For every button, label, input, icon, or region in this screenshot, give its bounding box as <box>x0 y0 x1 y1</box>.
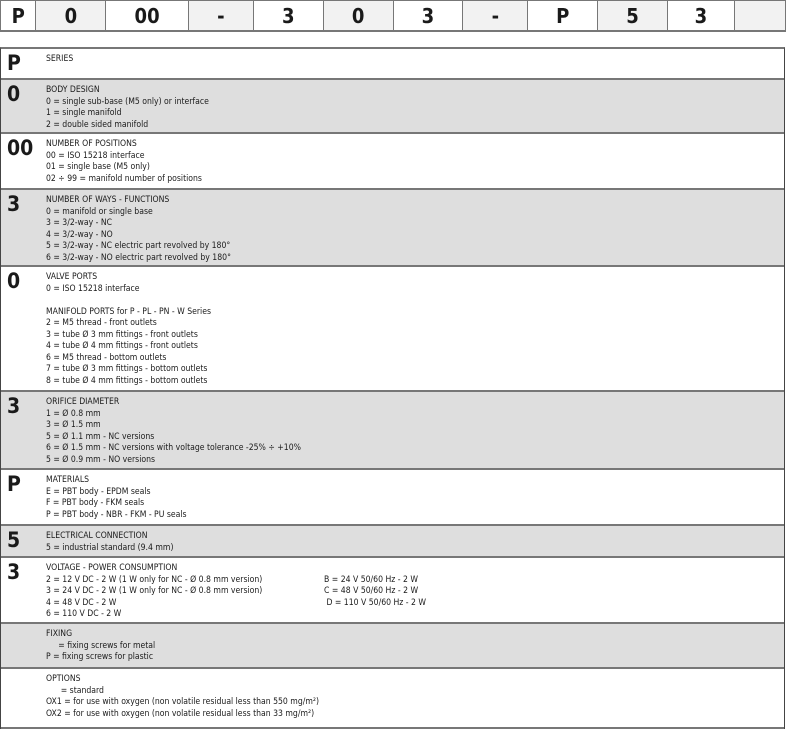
spec-option: 02 ÷ 99 = manifold number of positions <box>46 173 202 184</box>
spec-row: 00 NUMBER OF POSITIONS 00 = ISO 15218 inte… <box>1 134 784 190</box>
spec-description: ELECTRICAL CONNECTION 5 = industrial stan… <box>46 531 173 554</box>
spec-code: P <box>7 51 21 75</box>
spec-option: 7 = tube Ø 3 mm fittings - bottom outlet… <box>46 364 208 374</box>
spec-option: OX1 = for use with oxygen (non volatile … <box>46 697 320 707</box>
spec-option: 3 = Ø 1.5 mm <box>46 420 101 430</box>
code-segment: P <box>1 1 37 30</box>
spec-option: 0 = single sub-base (M5 only) or interfa… <box>46 96 209 107</box>
spec-option: MANIFOLD PORTS for P - PL - PN - W Serie… <box>46 306 211 317</box>
code-segment: 0 <box>323 1 394 30</box>
code-segment: P <box>528 1 599 30</box>
code-segment: 3 <box>668 1 735 30</box>
spec-title: OPTIONS <box>46 674 81 684</box>
spec-option: B = 24 V 50/60 Hz - 2 W <box>324 574 419 585</box>
spec-option <box>46 295 211 307</box>
spec-option: 4 = 3/2-way - NO <box>46 229 113 240</box>
spec-option: OX2 = for use with oxygen (non volatile … <box>46 708 315 719</box>
spec-option: P = PBT body - NBR - FKM - PU seals <box>46 509 187 520</box>
spec-description: NUMBER OF WAYS - FUNCTIONS 0 = manifold o… <box>46 195 231 264</box>
spec-code: 00 <box>7 136 34 160</box>
spec-description: SERIES <box>46 54 73 66</box>
spec-option: 2 = 12 V DC - 2 W (1 W only for NC - Ø 0… <box>46 574 263 585</box>
spec-row: P SERIES <box>1 49 784 80</box>
spec-option: 2 = double sided manifold <box>46 119 149 130</box>
spec-option: 4 = 48 V DC - 2 W <box>46 597 117 608</box>
code-segment: 3 <box>394 1 464 30</box>
spec-code: 5 <box>7 528 21 552</box>
spec-code: 0 <box>7 269 21 293</box>
spec-description: NUMBER OF POSITIONS 00 = ISO 15218 interf… <box>46 139 202 185</box>
code-segment: 3 <box>254 1 324 30</box>
spec-option: D = 110 V 50/60 Hz - 2 W <box>324 597 427 608</box>
code-segment: - <box>188 1 254 30</box>
spec-title: VALVE PORTS <box>46 272 98 282</box>
spec-option: = standard <box>46 685 104 696</box>
spec-option: 4 = tube Ø 4 mm fittings - front outlets <box>46 341 198 351</box>
spec-option: 5 = Ø 1.1 mm - NC versions <box>46 431 155 442</box>
order-code-bar: P 0 00-3 0 3- P 5 3 <box>0 0 786 32</box>
spec-description: FIXING = fixing screws for metal P = fixi… <box>46 629 155 664</box>
spec-option: 0 = ISO 15218 interface <box>46 283 140 294</box>
spec-description: VOLTAGE - POWER CONSUMPTION 2 = 12 V DC -… <box>46 563 262 621</box>
spec-option: 2 = M5 thread - front outlets <box>46 318 157 328</box>
spec-option: 6 = Ø 1.5 mm - NC versions with voltage … <box>46 443 301 453</box>
spec-option: 00 = ISO 15218 interface <box>46 150 145 161</box>
spec-row: 3 VOLTAGE - POWER CONSUMPTION 2 = 12 V DC … <box>1 558 784 624</box>
spec-option: P = fixing screws for plastic <box>46 652 154 662</box>
spec-option: 0 = manifold or single base <box>46 206 153 217</box>
spec-option: 3 = 3/2-way - NC <box>46 218 113 228</box>
spec-row: 5 ELECTRICAL CONNECTION 5 = industrial sta… <box>1 526 784 558</box>
code-segment: - <box>463 1 529 30</box>
spec-description: BODY DESIGN 0 = single sub-base (M5 only)… <box>46 85 209 131</box>
spec-option: 6 = M5 thread - bottom outlets <box>46 352 167 363</box>
spec-option: 3 = tube Ø 3 mm fittings - front outlets <box>46 329 198 340</box>
spec-code: 3 <box>7 560 21 584</box>
spec-code: 3 <box>7 192 21 216</box>
spec-option: 5 = industrial standard (9.4 mm) <box>46 542 174 553</box>
spec-title: FIXING <box>46 629 73 639</box>
spec-row: P MATERIALS E = PBT body - EPDM seals F = P… <box>1 470 784 526</box>
spec-code: 3 <box>7 394 21 418</box>
spec-title: NUMBER OF WAYS - FUNCTIONS <box>46 195 170 205</box>
spec-row: 0 VALVE PORTS 0 = ISO 15218 interface MANIF… <box>1 267 784 392</box>
spec-title: ELECTRICAL CONNECTION <box>46 531 148 541</box>
spec-row: FIXING = fixing screws for metal P = fixi… <box>1 624 784 669</box>
spec-title: NUMBER OF POSITIONS <box>46 139 137 149</box>
spec-option: 5 = Ø 0.9 mm - NO versions <box>46 454 156 465</box>
spec-option: 8 = tube Ø 4 mm fittings - bottom outlet… <box>46 375 208 386</box>
spec-option: E = PBT body - EPDM seals <box>46 486 151 497</box>
spec-option: 1 = single manifold <box>46 108 122 118</box>
code-segment <box>734 1 786 30</box>
spec-description: MATERIALS E = PBT body - EPDM seals F = PB… <box>46 475 187 521</box>
code-segment: 00 <box>106 1 189 30</box>
spec-option: 6 = 110 V DC - 2 W <box>46 609 122 619</box>
code-segment: 5 <box>598 1 668 30</box>
spec-option: 01 = single base (M5 only) <box>46 162 150 172</box>
spec-row: 3 NUMBER OF WAYS - FUNCTIONS 0 = manifold … <box>1 190 784 267</box>
spec-title: BODY DESIGN <box>46 85 100 95</box>
spec-option: 1 = Ø 0.8 mm <box>46 408 101 419</box>
spec-description: ORIFICE DIAMETER 1 = Ø 0.8 mm 3 = Ø 1.5 mm… <box>46 397 301 466</box>
spec-title: ORIFICE DIAMETER <box>46 397 120 407</box>
spec-title: MATERIALS <box>46 475 90 485</box>
spec-option: 5 = 3/2-way - NC electric part revolved … <box>46 241 231 251</box>
spec-option: 3 = 24 V DC - 2 W (1 W only for NC - Ø 0… <box>46 586 263 596</box>
spec-code: 0 <box>7 82 21 106</box>
spec-title: SERIES <box>46 54 74 64</box>
spec-row: 3 ORIFICE DIAMETER 1 = Ø 0.8 mm 3 = Ø 1.5 m… <box>1 392 784 470</box>
spec-code: P <box>7 472 21 496</box>
spec-description: OPTIONS = standard OX1 = for use with oxy… <box>46 674 319 720</box>
spec-option: = fixing screws for metal <box>46 640 156 651</box>
spec-row: 0 BODY DESIGN 0 = single sub-base (M5 only… <box>1 80 784 134</box>
specification-table: P SERIES 0 BODY DESIGN 0 = single sub-base (… <box>0 47 785 729</box>
spec-row: OPTIONS = standard OX1 = for use with oxy… <box>1 669 784 729</box>
spec-description: VALVE PORTS 0 = ISO 15218 interface MANIFO… <box>46 272 211 387</box>
spec-title: VOLTAGE - POWER CONSUMPTION <box>46 563 178 573</box>
spec-option: C = 48 V 50/60 Hz - 2 W <box>324 586 419 596</box>
spec-option: F = PBT body - FKM seals <box>46 498 145 508</box>
code-segment: 0 <box>36 1 107 30</box>
spec-option: 6 = 3/2-way - NO electric part revolved … <box>46 252 231 263</box>
